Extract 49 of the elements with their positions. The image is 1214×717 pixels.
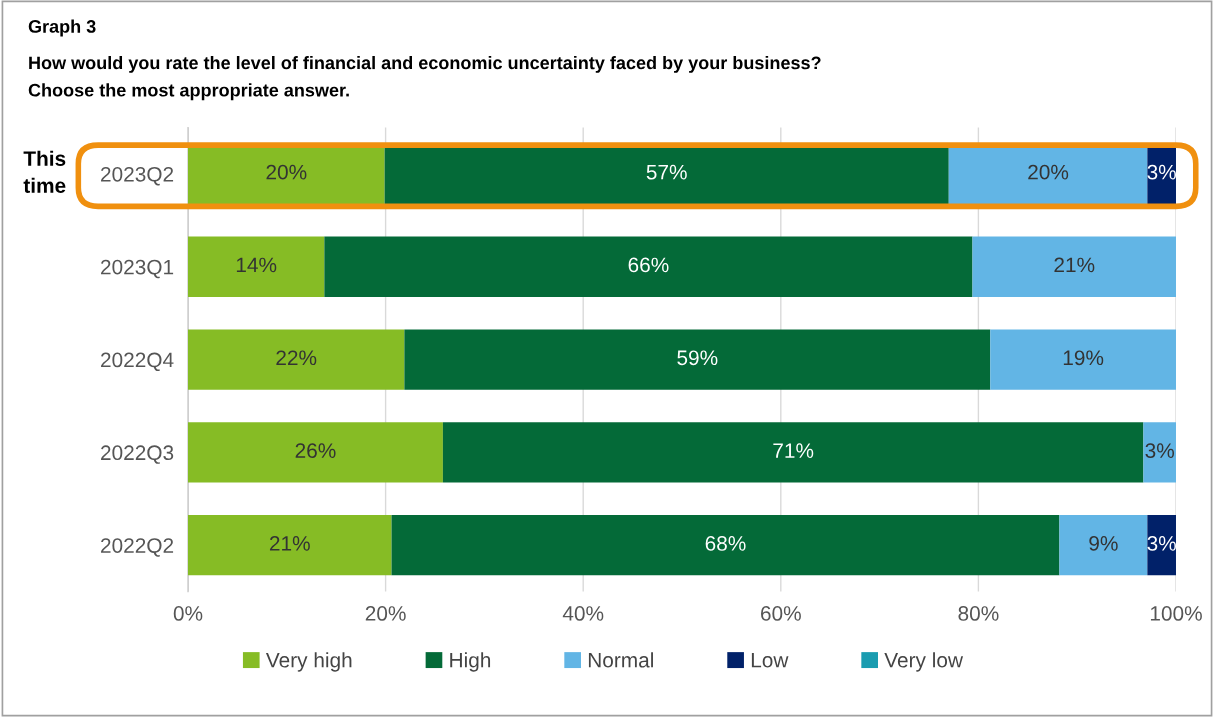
bar bbox=[1059, 515, 1148, 576]
bar bbox=[188, 329, 405, 390]
bar bbox=[391, 515, 1060, 576]
data-label: 68% bbox=[705, 536, 746, 551]
data-label: 20% bbox=[1028, 164, 1069, 180]
x-tick-label: 0% bbox=[173, 606, 203, 621]
legend-label: Very low bbox=[884, 652, 964, 672]
data-label: 22% bbox=[276, 350, 317, 366]
data-label: 66% bbox=[628, 257, 669, 273]
x-tick-label: 60% bbox=[761, 606, 801, 621]
data-label: 3% bbox=[1145, 443, 1175, 458]
legend-label: High bbox=[450, 652, 491, 672]
legend-label: Low bbox=[751, 652, 789, 668]
data-label: 3% bbox=[1147, 164, 1176, 180]
bar bbox=[404, 329, 991, 390]
bar bbox=[442, 422, 1144, 483]
y-tick-label: 2022Q3 bbox=[101, 445, 174, 464]
bar bbox=[1147, 515, 1176, 576]
y-tick-label: 2022Q4 bbox=[101, 352, 174, 372]
data-label: 9% bbox=[1089, 536, 1118, 551]
bar bbox=[188, 422, 443, 483]
bar bbox=[990, 329, 1176, 390]
data-label: 57% bbox=[646, 164, 687, 180]
bar bbox=[1143, 422, 1176, 483]
data-label: 21% bbox=[1054, 257, 1095, 273]
x-tick-label: 40% bbox=[562, 606, 604, 621]
data-label: 26% bbox=[295, 443, 336, 458]
data-label: 59% bbox=[677, 350, 718, 366]
chart-subtitle: How would you rate the level of financial and economic uncertainty faced by your business? Choose the most appropriate answer. bbox=[28, 56, 821, 101]
data-label: 21% bbox=[269, 536, 310, 551]
data-label: 3% bbox=[1147, 536, 1176, 551]
legend-label: Normal bbox=[588, 652, 653, 668]
y-tick-label: 2023Q2 bbox=[101, 166, 174, 186]
y-tick-label: 2023Q1 bbox=[101, 259, 174, 279]
x-tick-label: 80% bbox=[958, 606, 999, 621]
bar bbox=[188, 515, 392, 576]
data-label: 14% bbox=[236, 257, 277, 273]
data-label: 20% bbox=[266, 164, 307, 180]
text: This time bbox=[23, 150, 66, 193]
y-tick-label: 2022Q2 bbox=[101, 538, 174, 557]
x-tick-label: 20% bbox=[365, 606, 406, 621]
bar bbox=[972, 236, 1176, 297]
bar bbox=[188, 236, 325, 297]
data-label: 19% bbox=[1063, 350, 1104, 366]
chart-title: Graph 3 bbox=[28, 19, 96, 37]
bar bbox=[324, 236, 973, 297]
x-tick-label: 100% bbox=[1150, 606, 1202, 621]
data-label: 71% bbox=[773, 443, 814, 458]
legend-label: Very high bbox=[265, 652, 352, 672]
